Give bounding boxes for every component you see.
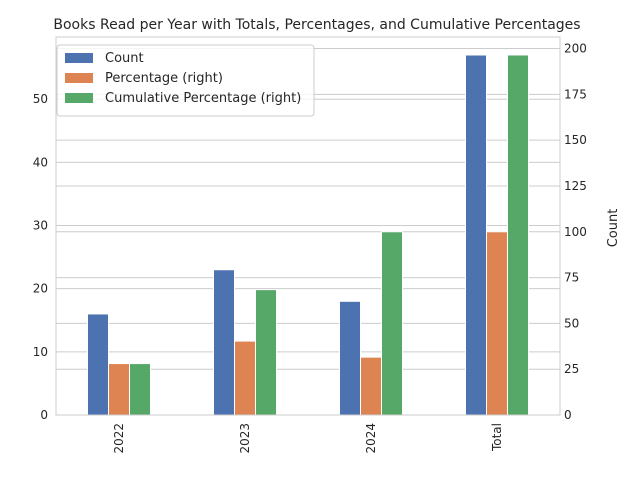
bar-cumulative-percentage-right--2024 [381, 231, 403, 416]
bar-percentage-right--total [486, 231, 508, 416]
left-tick-label: 30 [33, 219, 48, 233]
bar-count-2023 [213, 269, 235, 416]
right-tick-label: 200 [564, 42, 587, 56]
left-tick-label: 40 [33, 155, 48, 169]
legend-label: Count [105, 51, 144, 66]
right-tick-label: 150 [564, 133, 587, 147]
right-axis-ticks: 0 25 50 75 100 125 150 175 200 [564, 42, 587, 422]
legend-swatch [65, 73, 93, 83]
bar-cumulative-percentage-right--2022 [129, 363, 151, 416]
bar-percentage-right--2024 [360, 356, 382, 416]
right-tick-label: 50 [564, 316, 579, 330]
x-tick-label: 2023 [238, 423, 252, 454]
bar-cumulative-percentage-right--total [507, 54, 529, 416]
bar-percentage-right--2023 [234, 340, 256, 416]
right-tick-label: 75 [564, 271, 579, 285]
bar-count-total [465, 54, 487, 416]
legend-label: Percentage (right) [105, 71, 223, 86]
legend[interactable]: Count Percentage (right) Cumulative Percen… [56, 44, 315, 117]
bar-cumulative-percentage-right--2023 [255, 289, 277, 416]
x-tick-label: 2024 [364, 423, 378, 454]
legend-swatch [65, 53, 93, 63]
right-tick-label: 125 [564, 179, 587, 193]
plot-frame [55, 36, 561, 416]
x-axis-ticks: 2022 2023 2024 Total [112, 423, 504, 454]
bars [87, 54, 529, 416]
left-tick-label: 10 [33, 345, 48, 359]
x-tick-label: Total [490, 423, 504, 452]
legend-label: Cumulative Percentage (right) [105, 91, 301, 106]
bar-count-2024 [339, 300, 361, 416]
left-tick-label: 20 [33, 282, 48, 296]
legend-box [56, 44, 315, 117]
right-tick-label: 175 [564, 87, 587, 101]
right-tick-label: 100 [564, 225, 587, 239]
legend-swatch [65, 93, 93, 103]
x-tick-label: 2022 [112, 423, 126, 454]
left-axis-ticks: 0 10 20 30 40 50 [33, 92, 48, 422]
right-tick-label: 0 [564, 408, 572, 422]
right-axis-label: Count [606, 209, 621, 248]
bar-count-2022 [87, 313, 109, 416]
left-tick-label: 0 [40, 408, 48, 422]
left-tick-label: 50 [33, 92, 48, 106]
right-tick-label: 25 [564, 362, 579, 376]
bar-percentage-right--2022 [108, 363, 130, 416]
chart-title: Books Read per Year with Totals, Percent… [53, 17, 580, 33]
